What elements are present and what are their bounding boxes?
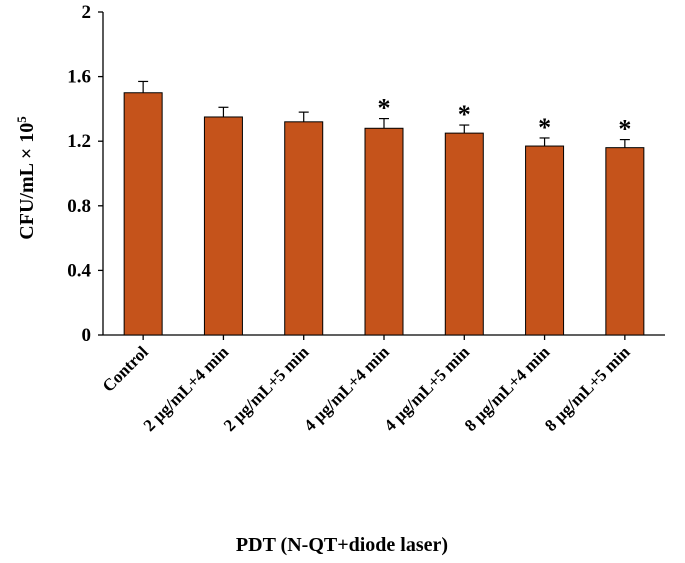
bar xyxy=(123,92,163,336)
bar xyxy=(203,116,243,336)
bar xyxy=(525,145,565,336)
y-tick-label: 0.4 xyxy=(67,260,91,281)
bar xyxy=(284,121,324,336)
x-tick-label: 2 µg/mL+5 min xyxy=(220,342,313,435)
y-tick-label: 1.6 xyxy=(67,67,91,88)
bar xyxy=(364,127,404,336)
bar xyxy=(605,147,645,336)
bar xyxy=(444,132,484,336)
significance-marker: * xyxy=(618,115,631,144)
x-tick-label: 4 µg/mL+5 min xyxy=(380,342,473,435)
significance-marker: * xyxy=(378,94,391,123)
y-axis-title: CFU/mL × 105 xyxy=(14,116,38,240)
x-tick-label: Control xyxy=(99,342,152,395)
y-tick-label: 0.8 xyxy=(67,196,91,217)
significance-marker: * xyxy=(538,113,551,142)
x-tick-label: 8 µg/mL+4 min xyxy=(461,342,554,435)
x-tick-label: 2 µg/mL+4 min xyxy=(140,342,233,435)
significance-marker: * xyxy=(458,100,471,129)
y-axis: 0 0.4 0.8 1.2 1.6 2 xyxy=(67,2,104,346)
x-tick-label: 4 µg/mL+4 min xyxy=(300,342,393,435)
x-tick-label: 8 µg/mL+5 min xyxy=(541,342,634,435)
y-tick-label: 0 xyxy=(82,325,92,346)
y-tick-label: 2 xyxy=(82,2,92,23)
bars: * * * * xyxy=(123,80,645,336)
y-tick-label: 1.2 xyxy=(67,131,91,152)
x-axis-title: PDT (N-QT+diode laser) xyxy=(236,534,448,556)
